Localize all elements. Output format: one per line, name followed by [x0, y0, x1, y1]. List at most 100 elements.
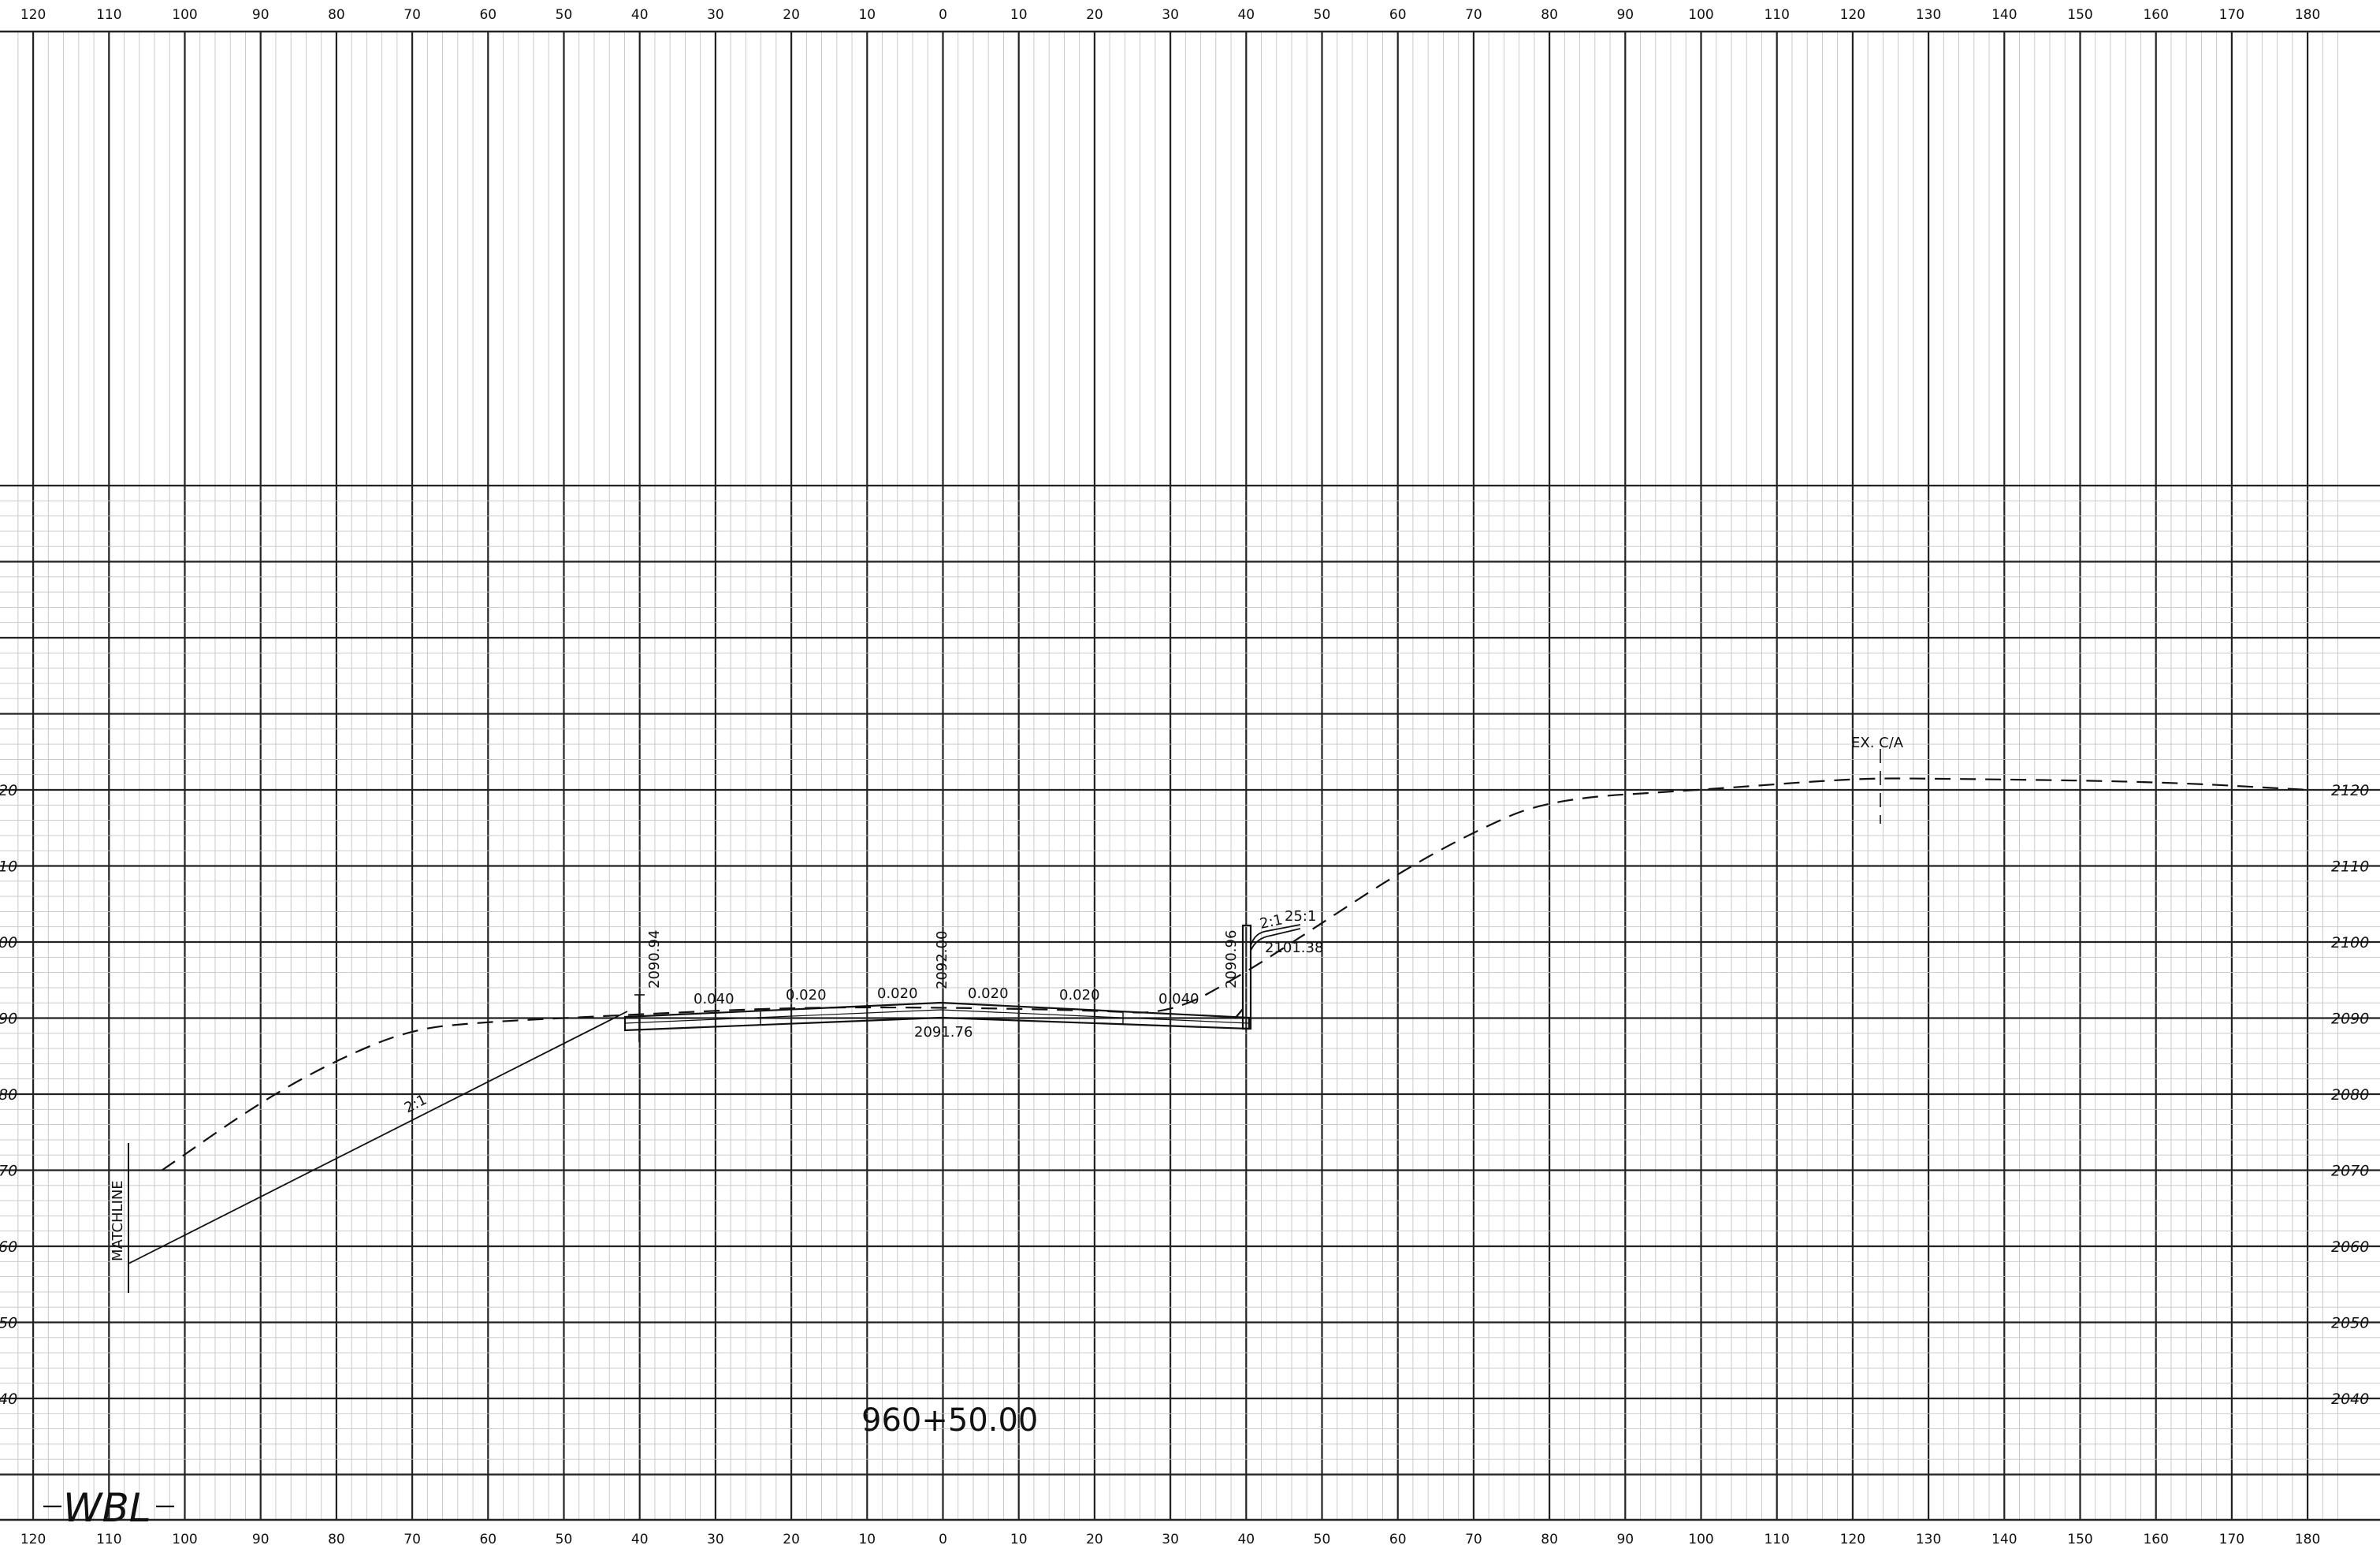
offset-label-bottom: 60 — [479, 1532, 496, 1547]
curb — [1234, 924, 1252, 1030]
elevation-label-right: 2040 — [2331, 1391, 2369, 1408]
offset-label-top: 120 — [1840, 7, 1865, 23]
offset-label-bottom: 20 — [783, 1532, 800, 1547]
offset-label-top: 70 — [1465, 7, 1482, 23]
existing-ground-line — [161, 777, 2308, 1171]
elevation-label-right: 2050 — [2331, 1315, 2369, 1332]
offset-label-bottom: 40 — [631, 1532, 649, 1547]
offset-label-bottom: 160 — [2143, 1532, 2168, 1547]
offset-label-bottom: 70 — [403, 1532, 421, 1547]
left-hinge-marker — [634, 994, 645, 1042]
grid — [0, 30, 2380, 1521]
elevation-label-right: 2090 — [2331, 1011, 2369, 1028]
offset-label-top: 30 — [1162, 7, 1179, 23]
offset-label-top: 40 — [1237, 7, 1255, 23]
elevation-label-left: 90 — [0, 1011, 17, 1028]
elevation-label-right: 2070 — [2331, 1163, 2369, 1180]
offset-label-bottom: 110 — [1764, 1532, 1789, 1547]
offset-label-top: 70 — [403, 7, 421, 23]
elevation-label-right: 2080 — [2331, 1086, 2369, 1104]
cross-slope-label: 0.040 — [1158, 991, 1199, 1007]
offset-label-top: 80 — [1541, 7, 1558, 23]
offset-label-top: 100 — [172, 7, 197, 23]
right-slope-lines — [1250, 924, 1301, 951]
offset-label-bottom: 80 — [328, 1532, 345, 1547]
offset-label-bottom: 130 — [1916, 1532, 1941, 1547]
station-label: 960+50.00 — [861, 1402, 1038, 1439]
offset-label-bottom: 90 — [252, 1532, 270, 1547]
ex-ca-label: EX. C/A — [1851, 735, 1904, 751]
offset-label-top: 60 — [1389, 7, 1407, 23]
offset-label-bottom: 90 — [1616, 1532, 1634, 1547]
matchline-label: MATCHLINE — [110, 1180, 126, 1261]
elevation-label-left: 60 — [0, 1238, 17, 1256]
elevation-label-left: 50 — [0, 1315, 17, 1332]
offset-label-bottom: 20 — [1086, 1532, 1103, 1547]
section-drawing — [43, 749, 2308, 1508]
offset-label-bottom: 10 — [1010, 1532, 1028, 1547]
offset-label-bottom: 100 — [172, 1532, 197, 1547]
cross-slope-label: 0.020 — [1059, 987, 1100, 1003]
offset-label-top: 180 — [2295, 7, 2320, 23]
offset-label-bottom: 30 — [1162, 1532, 1179, 1547]
cross-slope-label: 0.020 — [968, 985, 1009, 1002]
offset-label-bottom: 0 — [939, 1532, 947, 1547]
elev-label-right: 2090.96 — [1223, 930, 1240, 989]
offset-label-top: 110 — [96, 7, 121, 23]
offset-label-bottom: 150 — [2067, 1532, 2092, 1547]
offset-label-bottom: 40 — [1237, 1532, 1255, 1547]
offset-label-top: 0 — [939, 7, 947, 23]
offset-label-top: 150 — [2067, 7, 2092, 23]
elevation-label-left: 70 — [0, 1163, 17, 1180]
offset-label-top: 60 — [479, 7, 496, 23]
elevation-label-right: 2110 — [2331, 858, 2369, 876]
offset-label-top: 80 — [328, 7, 345, 23]
offset-label-top: 140 — [1991, 7, 2017, 23]
fill-slope-line — [128, 1011, 628, 1264]
offset-label-bottom: 50 — [556, 1532, 573, 1547]
offset-label-top: 90 — [252, 7, 270, 23]
offset-label-top: 160 — [2143, 7, 2168, 23]
offset-label-top: 90 — [1616, 7, 1634, 23]
offset-label-bottom: 180 — [2295, 1532, 2320, 1547]
offset-label-bottom: 110 — [96, 1532, 121, 1547]
cross-slope-label: 0.020 — [786, 987, 827, 1003]
offset-label-bottom: 50 — [1314, 1532, 1331, 1547]
elevation-label-left: 10 — [0, 858, 17, 876]
grid-labels: 1201201101101001009090808070706060505040… — [0, 7, 2369, 1547]
elevation-label-left: 20 — [0, 782, 17, 799]
offset-label-bottom: 10 — [858, 1532, 876, 1547]
elevation-label-left: 80 — [0, 1086, 17, 1104]
elev-label-right-slope: 2101.38 — [1265, 940, 1323, 956]
slope-label-right-b: 25:1 — [1285, 908, 1316, 925]
offset-label-bottom: 30 — [707, 1532, 724, 1547]
offset-label-top: 110 — [1764, 7, 1789, 23]
elevation-label-right: 2060 — [2331, 1238, 2369, 1256]
offset-label-top: 30 — [707, 7, 724, 23]
offset-label-bottom: 70 — [1465, 1532, 1482, 1547]
cross-slope-label: 0.040 — [694, 991, 734, 1007]
offset-label-top: 10 — [858, 7, 876, 23]
elev-label-center-top: 2092.00 — [934, 931, 950, 989]
offset-label-bottom: 140 — [1991, 1532, 2017, 1547]
elev-label-center-bottom: 2091.76 — [914, 1024, 972, 1041]
offset-label-top: 130 — [1916, 7, 1941, 23]
offset-label-bottom: 120 — [20, 1532, 46, 1547]
elevation-label-left: 00 — [0, 934, 17, 951]
offset-label-top: 40 — [631, 7, 649, 23]
offset-label-top: 120 — [20, 7, 46, 23]
alignment-label: WBL — [63, 1485, 151, 1531]
offset-label-bottom: 100 — [1688, 1532, 1713, 1547]
elevation-label-right: 2120 — [2331, 782, 2369, 799]
offset-label-bottom: 120 — [1840, 1532, 1865, 1547]
offset-label-top: 10 — [1010, 7, 1028, 23]
offset-label-bottom: 170 — [2219, 1532, 2244, 1547]
offset-label-top: 20 — [1086, 7, 1103, 23]
elevation-label-right: 2100 — [2331, 934, 2369, 951]
offset-label-top: 50 — [1314, 7, 1331, 23]
elev-label-left: 2090.94 — [646, 930, 663, 989]
offset-label-bottom: 60 — [1389, 1532, 1407, 1547]
offset-label-bottom: 80 — [1541, 1532, 1558, 1547]
offset-label-top: 100 — [1688, 7, 1713, 23]
